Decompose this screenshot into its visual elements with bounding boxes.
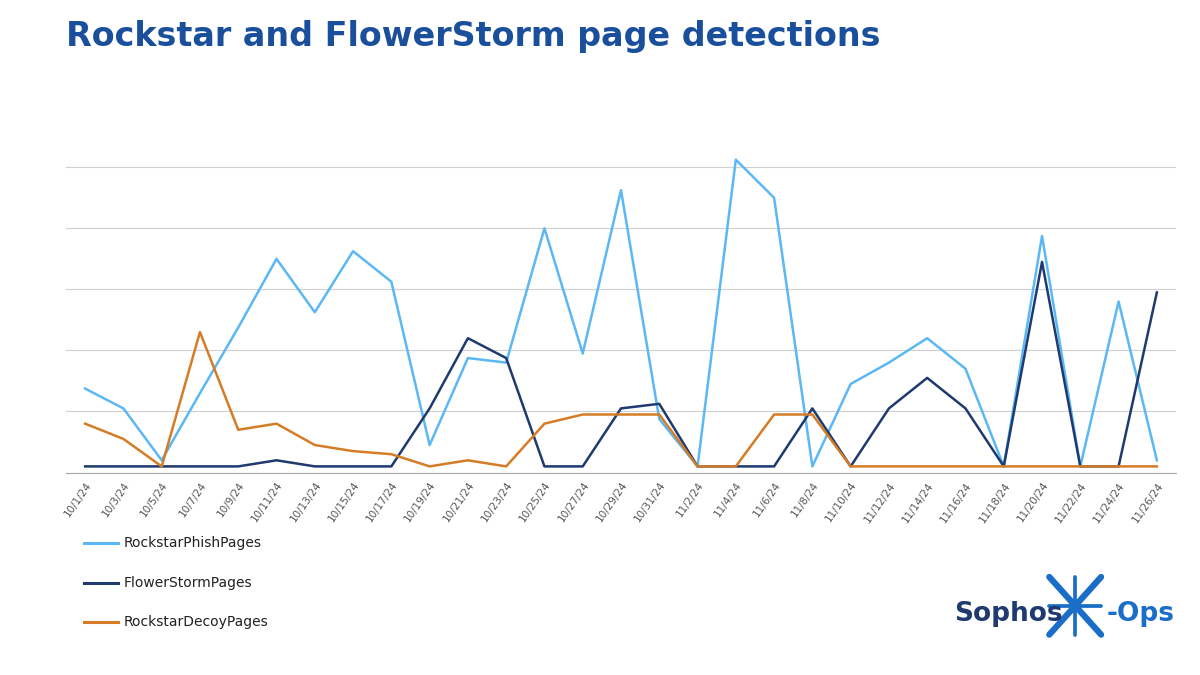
RockstarPhishPages xyxy=(1111,298,1126,306)
RockstarPhishPages xyxy=(1073,462,1087,470)
FlowerStormPages xyxy=(232,462,246,470)
RockstarPhishPages xyxy=(384,277,398,286)
RockstarPhishPages xyxy=(193,389,208,397)
Text: Rockstar and FlowerStorm page detections: Rockstar and FlowerStorm page detections xyxy=(66,20,881,53)
RockstarPhishPages xyxy=(882,358,896,367)
FlowerStormPages xyxy=(346,462,360,470)
RockstarDecoyPages xyxy=(805,410,820,418)
FlowerStormPages xyxy=(1111,462,1126,470)
RockstarPhishPages xyxy=(920,334,935,342)
FlowerStormPages xyxy=(193,462,208,470)
RockstarPhishPages xyxy=(728,156,743,164)
FlowerStormPages xyxy=(690,462,704,470)
RockstarDecoyPages xyxy=(1073,462,1087,470)
RockstarDecoyPages xyxy=(155,462,169,470)
RockstarDecoyPages xyxy=(78,420,92,428)
RockstarPhishPages xyxy=(232,323,246,331)
RockstarDecoyPages xyxy=(232,426,246,434)
RockstarPhishPages xyxy=(1034,232,1049,240)
RockstarPhishPages xyxy=(614,186,629,194)
RockstarDecoyPages xyxy=(116,435,131,443)
Text: -Ops: -Ops xyxy=(1106,601,1175,627)
FlowerStormPages xyxy=(576,462,590,470)
RockstarPhishPages xyxy=(307,308,322,317)
RockstarDecoyPages xyxy=(269,420,283,428)
Line: RockstarDecoyPages: RockstarDecoyPages xyxy=(85,332,1157,466)
FlowerStormPages xyxy=(78,462,92,470)
RockstarPhishPages xyxy=(767,194,781,202)
RockstarPhishPages xyxy=(1150,456,1164,464)
RockstarPhishPages xyxy=(78,385,92,393)
RockstarPhishPages xyxy=(155,456,169,464)
RockstarDecoyPages xyxy=(614,410,629,418)
FlowerStormPages xyxy=(805,404,820,412)
FlowerStormPages xyxy=(538,462,552,470)
RockstarDecoyPages xyxy=(690,462,704,470)
FlowerStormPages xyxy=(882,404,896,412)
RockstarDecoyPages xyxy=(652,410,666,418)
RockstarDecoyPages xyxy=(767,410,781,418)
FlowerStormPages xyxy=(307,462,322,470)
RockstarDecoyPages xyxy=(499,462,514,470)
RockstarDecoyPages xyxy=(1111,462,1126,470)
FlowerStormPages xyxy=(1034,258,1049,266)
RockstarDecoyPages xyxy=(844,462,858,470)
FlowerStormPages xyxy=(959,404,973,412)
RockstarDecoyPages xyxy=(996,462,1010,470)
RockstarPhishPages xyxy=(996,462,1010,470)
RockstarDecoyPages xyxy=(193,328,208,336)
FlowerStormPages xyxy=(116,462,131,470)
FlowerStormPages xyxy=(844,462,858,470)
RockstarDecoyPages xyxy=(576,410,590,418)
FlowerStormPages xyxy=(155,462,169,470)
RockstarPhishPages xyxy=(422,441,437,449)
RockstarPhishPages xyxy=(499,358,514,367)
FlowerStormPages xyxy=(920,374,935,382)
Text: RockstarDecoyPages: RockstarDecoyPages xyxy=(124,615,269,628)
RockstarPhishPages xyxy=(690,462,704,470)
RockstarPhishPages xyxy=(538,224,552,232)
FlowerStormPages xyxy=(1073,462,1087,470)
RockstarDecoyPages xyxy=(422,462,437,470)
FlowerStormPages xyxy=(767,462,781,470)
FlowerStormPages xyxy=(461,334,475,342)
FlowerStormPages xyxy=(1150,288,1164,296)
FlowerStormPages xyxy=(728,462,743,470)
RockstarDecoyPages xyxy=(728,462,743,470)
RockstarPhishPages xyxy=(346,247,360,255)
RockstarPhishPages xyxy=(805,462,820,470)
RockstarDecoyPages xyxy=(1034,462,1049,470)
RockstarDecoyPages xyxy=(959,462,973,470)
RockstarPhishPages xyxy=(461,354,475,362)
FlowerStormPages xyxy=(269,456,283,464)
RockstarDecoyPages xyxy=(384,450,398,458)
RockstarDecoyPages xyxy=(882,462,896,470)
RockstarDecoyPages xyxy=(920,462,935,470)
Line: FlowerStormPages: FlowerStormPages xyxy=(85,262,1157,466)
RockstarDecoyPages xyxy=(346,447,360,455)
RockstarPhishPages xyxy=(116,404,131,412)
RockstarPhishPages xyxy=(844,380,858,388)
Line: RockstarPhishPages: RockstarPhishPages xyxy=(85,160,1157,466)
Text: FlowerStormPages: FlowerStormPages xyxy=(124,576,252,589)
FlowerStormPages xyxy=(422,404,437,412)
RockstarPhishPages xyxy=(652,415,666,423)
Text: RockstarPhishPages: RockstarPhishPages xyxy=(124,537,262,550)
FlowerStormPages xyxy=(996,462,1010,470)
RockstarDecoyPages xyxy=(538,420,552,428)
RockstarPhishPages xyxy=(576,350,590,358)
FlowerStormPages xyxy=(614,404,629,412)
FlowerStormPages xyxy=(652,400,666,408)
RockstarDecoyPages xyxy=(461,456,475,464)
RockstarPhishPages xyxy=(269,254,283,263)
RockstarDecoyPages xyxy=(307,441,322,449)
FlowerStormPages xyxy=(384,462,398,470)
Text: Sophos: Sophos xyxy=(954,601,1063,627)
RockstarDecoyPages xyxy=(1150,462,1164,470)
RockstarPhishPages xyxy=(959,364,973,373)
FlowerStormPages xyxy=(499,354,514,362)
